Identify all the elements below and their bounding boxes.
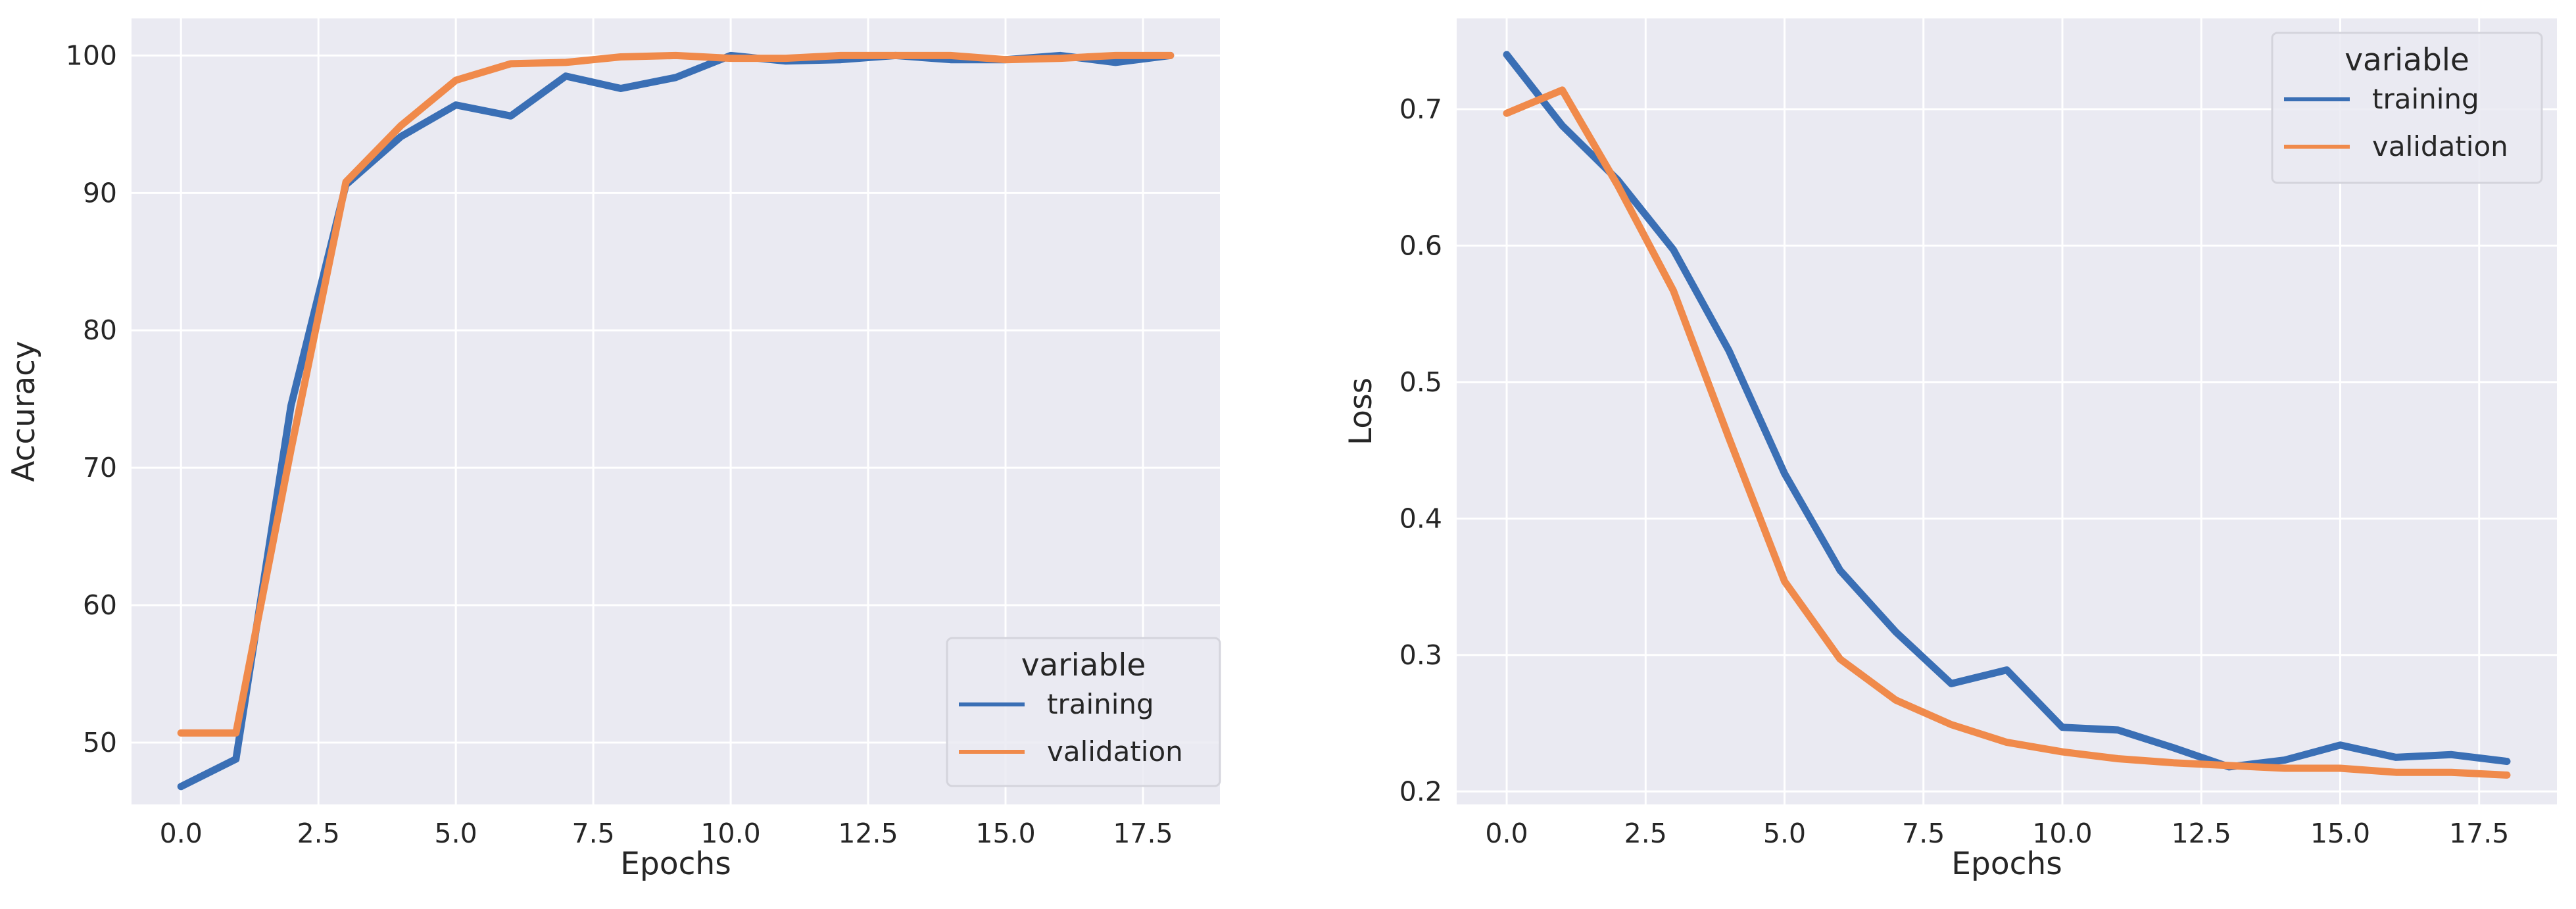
loss-x-tick-label: 2.5 — [1624, 818, 1667, 849]
loss-x-tick-label: 15.0 — [2310, 818, 2370, 849]
acc-legend-label-validation: validation — [1047, 735, 1183, 768]
loss-y-tick-label: 0.7 — [1399, 93, 1442, 125]
loss-legend: variable training validation — [2271, 32, 2543, 184]
loss-y-tick-label: 0.5 — [1399, 366, 1442, 398]
loss-chart: 0.0 2.5 5.0 7.5 10.0 12.5 15.0 17.5 0.2 0.3 0.4 0.5… — [1343, 18, 2557, 882]
acc-legend-label-training: training — [1047, 688, 1154, 720]
loss-y-tick-label: 0.3 — [1399, 639, 1442, 671]
acc-x-tick-label: 7.5 — [572, 818, 615, 849]
acc-x-tick-label: 0.0 — [160, 818, 203, 849]
acc-legend-box — [946, 637, 1221, 787]
acc-series-validation — [177, 51, 1175, 737]
acc-x-axis-label: Epochs — [620, 846, 731, 882]
loss-x-tick-label: 7.5 — [1902, 818, 1945, 849]
acc-y-tick-label: 80 — [83, 314, 117, 346]
acc-y-tick-label: 100 — [66, 39, 117, 71]
acc-x-tick-label: 15.0 — [975, 818, 1035, 849]
loss-x-tick-label: 5.0 — [1763, 818, 1806, 849]
loss-x-axis-label: Epochs — [1951, 846, 2062, 882]
loss-x-tick-label: 12.5 — [2172, 818, 2231, 849]
loss-legend-label-training: training — [2372, 83, 2479, 115]
acc-y-tick-label: 60 — [83, 589, 117, 621]
loss-series-training — [1503, 51, 2511, 771]
acc-x-tick-label: 12.5 — [838, 818, 898, 849]
acc-x-tick-label: 17.5 — [1113, 818, 1173, 849]
loss-y-axis-label: Loss — [1343, 378, 1379, 445]
acc-y-axis-label: Accuracy — [6, 341, 42, 482]
acc-y-tick-label: 50 — [83, 727, 117, 758]
loss-legend-title: variable — [2345, 42, 2469, 78]
loss-series-validation — [1503, 86, 2511, 779]
acc-legend: variable training validation — [946, 637, 1221, 787]
loss-y-tick-label: 0.2 — [1399, 775, 1442, 807]
loss-x-tick-label: 10.0 — [2032, 818, 2092, 849]
acc-legend-title: variable — [1021, 647, 1146, 683]
acc-x-tick-label: 5.0 — [435, 818, 477, 849]
acc-x-tick-label: 10.0 — [700, 818, 760, 849]
loss-x-tick-label: 17.5 — [2449, 818, 2509, 849]
acc-y-tick-label: 90 — [83, 177, 117, 209]
loss-x-tick-label: 0.0 — [1485, 818, 1528, 849]
acc-x-tick-label: 2.5 — [297, 818, 340, 849]
loss-y-tick-label: 0.4 — [1399, 503, 1442, 534]
loss-legend-label-validation: validation — [2372, 130, 2508, 162]
loss-y-tick-label: 0.6 — [1399, 230, 1442, 261]
acc-y-tick-label: 70 — [83, 452, 117, 483]
accuracy-chart: 0.0 2.5 5.0 7.5 10.0 12.5 15.0 17.5 50 60 70 80 90 10… — [6, 18, 1221, 882]
